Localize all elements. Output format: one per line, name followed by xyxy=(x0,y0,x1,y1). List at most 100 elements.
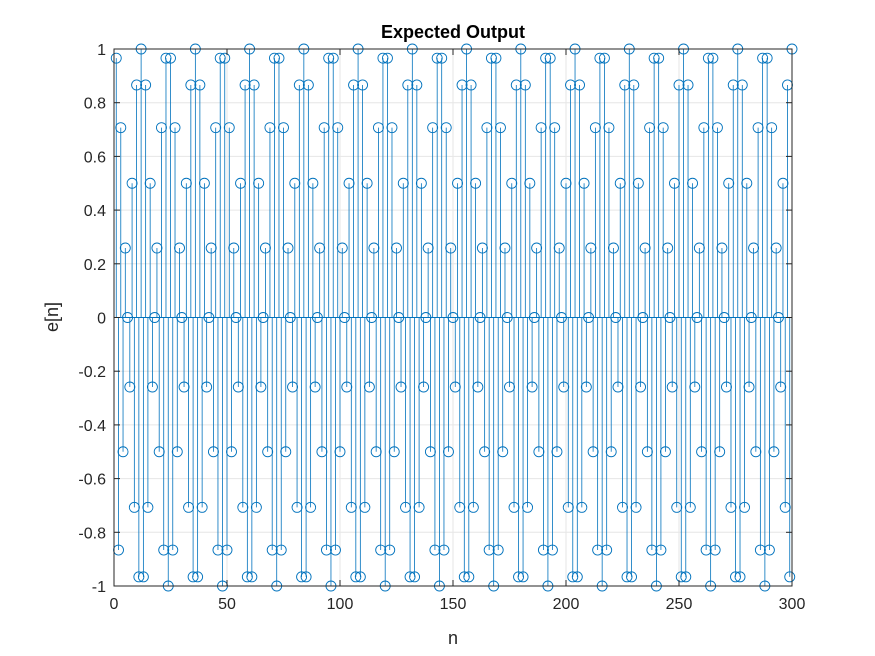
stem-marker xyxy=(151,242,163,254)
stem-marker xyxy=(117,446,129,458)
stem-marker xyxy=(223,122,235,134)
stem-marker xyxy=(714,446,726,458)
stem-marker xyxy=(641,446,653,458)
x-tick-label: 100 xyxy=(327,596,354,613)
stem-marker xyxy=(565,79,576,91)
stem-marker xyxy=(194,79,206,91)
stem-marker xyxy=(345,501,357,513)
stem-marker xyxy=(513,571,524,583)
stem-marker xyxy=(361,177,373,189)
stem-marker xyxy=(413,501,425,513)
stem-marker xyxy=(743,381,755,393)
x-tick-label: 0 xyxy=(110,596,119,613)
stem-marker xyxy=(119,242,131,254)
stem-marker xyxy=(763,544,775,556)
stem-marker xyxy=(183,501,195,513)
stem-marker xyxy=(185,79,197,91)
stem-marker xyxy=(350,571,362,583)
stem-marker xyxy=(418,381,430,393)
stem-marker xyxy=(662,242,674,254)
stem-marker xyxy=(748,242,760,254)
stem-marker xyxy=(253,177,265,189)
stem-marker xyxy=(601,544,613,556)
y-tick-label: 0.4 xyxy=(84,203,106,220)
stem-marker xyxy=(495,122,506,134)
stem-marker xyxy=(689,381,701,393)
stem-marker xyxy=(533,446,545,458)
stem-marker xyxy=(343,177,355,189)
y-tick-label: -0.6 xyxy=(78,472,106,489)
stem-marker xyxy=(619,79,631,91)
stem-marker xyxy=(409,571,421,583)
stem-marker xyxy=(180,177,192,189)
stem-marker xyxy=(452,177,463,189)
stem-marker xyxy=(587,446,599,458)
stem-marker xyxy=(476,242,488,254)
stem-marker xyxy=(192,571,204,583)
stem-marker xyxy=(657,122,669,134)
stem-marker xyxy=(327,52,339,64)
stem-marker xyxy=(655,544,667,556)
stem-marker xyxy=(262,446,274,458)
stem-marker xyxy=(248,79,260,91)
stem-marker xyxy=(314,242,326,254)
stem-marker xyxy=(546,544,558,556)
x-tick-label: 150 xyxy=(440,596,467,613)
stem-marker xyxy=(574,79,586,91)
stem-marker xyxy=(465,79,477,91)
stem-marker xyxy=(531,242,543,254)
stem-marker xyxy=(750,446,762,458)
stem-marker xyxy=(693,242,705,254)
stem-marker xyxy=(316,446,328,458)
y-tick-label: -0.8 xyxy=(78,525,106,542)
stem-marker xyxy=(153,446,165,458)
stem-marker xyxy=(320,544,332,556)
stem-marker xyxy=(278,122,289,134)
stem-marker xyxy=(214,52,226,64)
stem-marker xyxy=(137,571,149,583)
stem-marker xyxy=(775,381,787,393)
stem-marker xyxy=(142,501,154,513)
stem-marker xyxy=(635,381,647,393)
stem-marker xyxy=(696,446,708,458)
stem-marker xyxy=(296,571,308,583)
stem-marker xyxy=(490,52,502,64)
chart-title: Expected Output xyxy=(381,22,525,42)
stem-marker xyxy=(700,544,712,556)
stem-marker xyxy=(402,79,414,91)
stem-marker xyxy=(140,79,152,91)
stem-marker xyxy=(273,52,285,64)
stem-marker xyxy=(626,571,637,583)
stem-marker xyxy=(196,501,208,513)
stem-marker xyxy=(133,571,145,583)
stem-marker xyxy=(621,571,633,583)
stem-marker xyxy=(454,501,466,513)
stem-marker xyxy=(269,52,280,64)
stem-marker xyxy=(470,177,482,189)
stem-marker xyxy=(585,242,597,254)
stem-marker xyxy=(131,79,143,91)
stem-marker xyxy=(330,544,341,556)
stem-marker xyxy=(571,571,583,583)
stem-marker xyxy=(684,501,696,513)
stem-marker xyxy=(492,544,504,556)
y-axis-label: e[n] xyxy=(42,302,62,332)
stem-marker xyxy=(671,501,683,513)
stem-marker xyxy=(291,501,303,513)
stem-marker xyxy=(169,122,181,134)
stem-marker xyxy=(372,122,384,134)
stem-marker xyxy=(221,544,233,556)
stem-marker xyxy=(160,52,172,64)
stem-marker xyxy=(411,79,423,91)
stem-marker xyxy=(727,79,739,91)
x-tick-label: 300 xyxy=(779,596,806,613)
stem-marker xyxy=(404,571,416,583)
stem-marker xyxy=(237,501,249,513)
stem-marker xyxy=(673,79,685,91)
stem-marker xyxy=(431,52,443,64)
stem-marker xyxy=(370,446,382,458)
stem-marker xyxy=(300,571,312,583)
stem-marker xyxy=(438,544,450,556)
x-axis-label: n xyxy=(448,628,458,648)
stem-marker xyxy=(384,544,396,556)
